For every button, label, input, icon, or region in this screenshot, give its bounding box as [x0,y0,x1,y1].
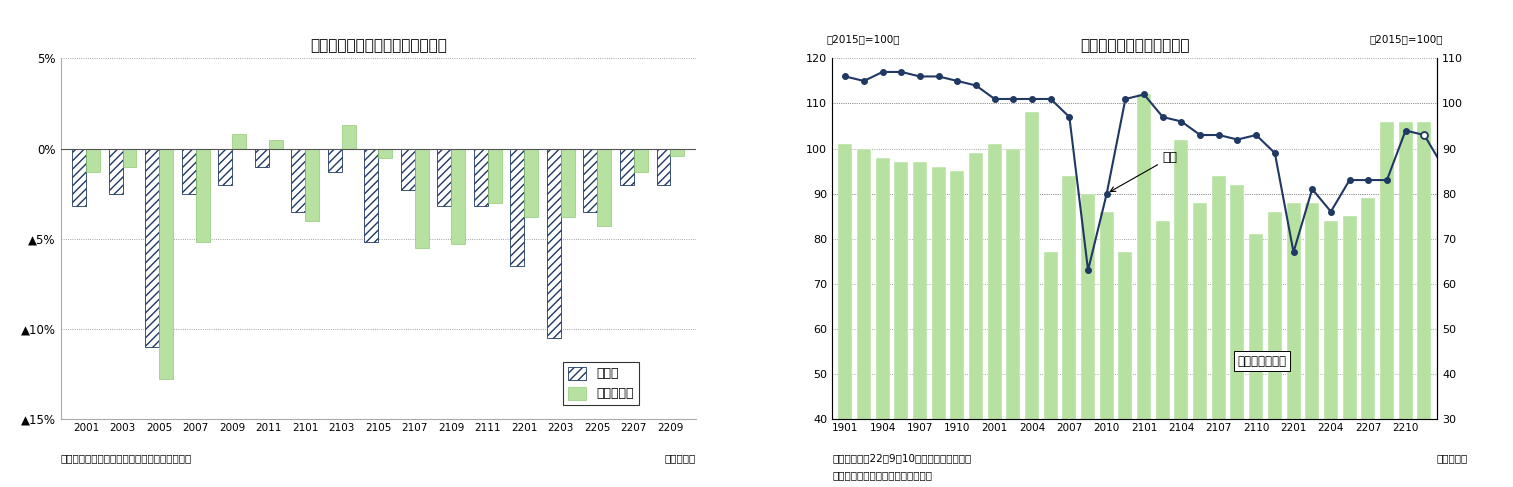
Text: 生産: 生産 [1111,151,1177,191]
Bar [510,149,525,266]
Bar [1082,193,1095,487]
Bar [378,149,392,158]
Bar [1306,203,1319,487]
Bar [231,134,247,149]
Bar [306,149,319,221]
Bar [123,149,136,167]
Title: 輸送機械の生産、在庫動向: 輸送機械の生産、在庫動向 [1080,38,1189,53]
Bar [1100,211,1114,487]
Bar [657,149,670,185]
Bar [1380,121,1393,487]
Bar [525,149,539,217]
Text: （2015年=100）: （2015年=100） [1369,34,1443,44]
Text: （年・月）: （年・月） [664,453,696,463]
Bar [1024,112,1039,487]
Bar [415,149,428,248]
Bar [634,149,648,172]
Bar [1250,234,1263,487]
Text: （2015年=100）: （2015年=100） [826,34,900,44]
Bar [159,149,172,379]
Text: 在庫（右目盛）: 在庫（右目盛） [1238,355,1286,368]
Bar [328,149,342,172]
Bar [1418,121,1431,487]
Bar [1156,221,1170,487]
Bar [1044,252,1058,487]
Text: （年・月）: （年・月） [1436,453,1468,463]
Bar [1118,252,1132,487]
Bar [548,149,561,338]
Bar [561,149,575,217]
Bar [620,149,634,185]
Bar [876,157,890,487]
Bar [109,149,123,194]
Bar [988,144,1002,487]
Bar [437,149,451,206]
Bar [894,162,908,487]
Bar [451,149,464,244]
Bar [292,149,306,212]
Bar [182,149,195,194]
Bar [1286,203,1301,487]
Text: （資料）経済産業省「製造工業生産予測指数」: （資料）経済産業省「製造工業生産予測指数」 [61,453,192,463]
Bar [670,149,684,156]
Bar [950,171,964,487]
Bar [474,149,487,206]
Bar [968,153,983,487]
Bar [1174,139,1188,487]
Bar [342,125,356,149]
Bar [1324,221,1337,487]
Bar [1230,185,1245,487]
Text: （注）生産の22年9、10月は予測指数で延長: （注）生産の22年9、10月は予測指数で延長 [832,453,971,463]
Bar [218,149,231,185]
Bar [269,139,283,149]
Bar [73,149,86,206]
Bar [1212,175,1226,487]
Bar [195,149,209,242]
Bar [1342,216,1357,487]
Bar [1062,175,1076,487]
Bar [401,149,415,190]
Legend: 実現率, 予測修正率: 実現率, 予測修正率 [563,362,638,405]
Bar [1268,211,1282,487]
Bar [86,149,100,172]
Bar [145,149,159,347]
Bar [912,162,927,487]
Bar [1006,149,1020,487]
Title: 最近の実現率、予測修正率の推移: 最近の実現率、予測修正率の推移 [310,38,446,53]
Bar [365,149,378,242]
Bar [1138,94,1151,487]
Text: （資料）経済産業省「鉱工業指数」: （資料）経済産業省「鉱工業指数」 [832,470,932,480]
Bar [598,149,611,226]
Bar [1398,121,1413,487]
Bar [1362,198,1375,487]
Bar [254,149,269,167]
Bar [1194,203,1207,487]
Bar [838,144,852,487]
Bar [584,149,598,212]
Bar [487,149,502,203]
Bar [932,167,946,487]
Bar [856,149,871,487]
